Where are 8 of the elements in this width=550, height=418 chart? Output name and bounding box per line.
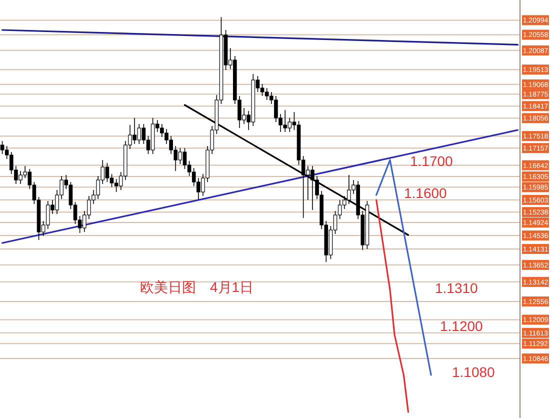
annotation: 1.1200 [440, 318, 484, 334]
annotation: 1.1700 [410, 153, 454, 169]
line-series [376, 199, 410, 413]
annotation: 1.1600 [404, 185, 448, 201]
annotation: 1.1310 [435, 280, 478, 296]
annotation: 欧美日图 4月1日 [140, 279, 254, 295]
candlestick [182, 148, 187, 170]
annotation: 1.1080 [452, 364, 496, 380]
